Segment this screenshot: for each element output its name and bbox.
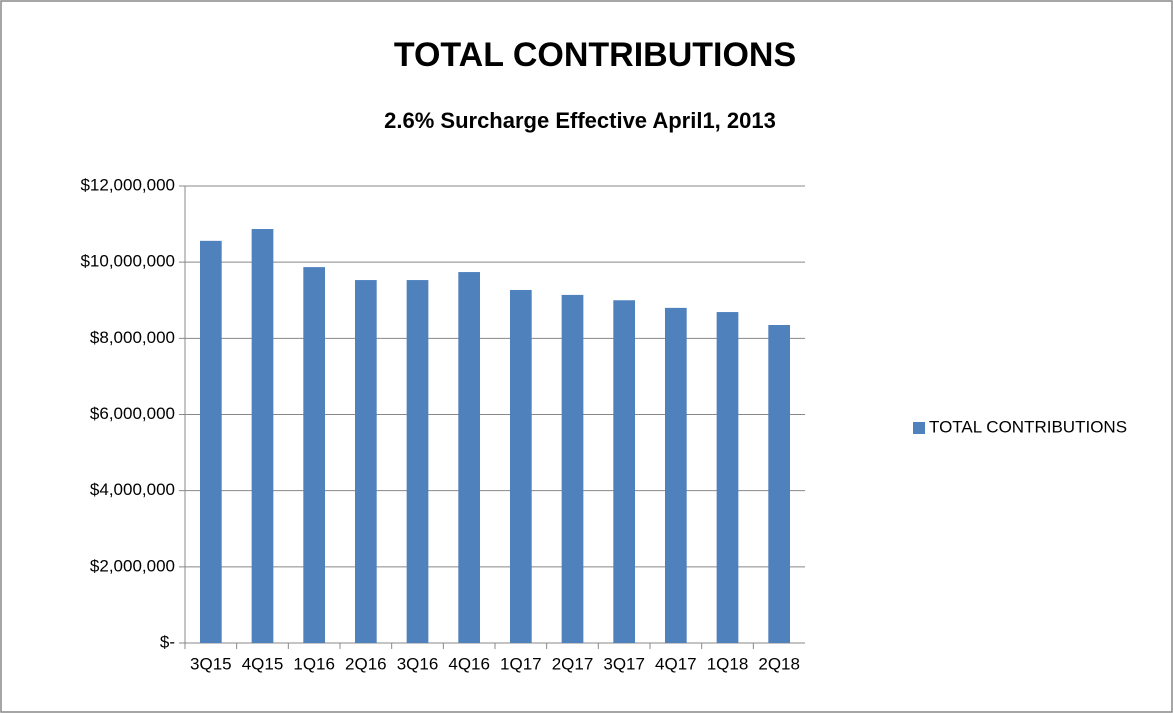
bar: [458, 272, 481, 643]
x-tick-label: 3Q15: [190, 654, 232, 673]
bar: [406, 280, 429, 643]
y-tick-label: $10,000,000: [80, 252, 175, 271]
x-tick-label: 4Q17: [655, 654, 697, 673]
x-tick-label: 2Q16: [345, 654, 387, 673]
x-tick-label: 2Q18: [758, 654, 800, 673]
x-tick-label: 4Q16: [448, 654, 490, 673]
bar: [251, 229, 274, 643]
y-tick-label: $12,000,000: [80, 175, 175, 194]
bar: [664, 307, 687, 643]
y-tick-label: $8,000,000: [90, 328, 175, 347]
x-tick-label: 3Q17: [603, 654, 645, 673]
bar: [509, 289, 532, 643]
bar: [716, 312, 739, 643]
y-tick-label: $6,000,000: [90, 404, 175, 423]
legend-label: TOTAL CONTRIBUTIONS: [929, 417, 1127, 436]
bar: [613, 300, 636, 643]
bar: [561, 294, 584, 643]
legend-swatch: [913, 422, 925, 434]
x-tick-label: 4Q15: [242, 654, 284, 673]
y-tick-label: $4,000,000: [90, 480, 175, 499]
y-tick-label: $2,000,000: [90, 556, 175, 575]
chart-title: TOTAL CONTRIBUTIONS: [394, 36, 796, 74]
y-tick-label: $-: [160, 632, 175, 651]
x-tick-label: 1Q17: [500, 654, 542, 673]
x-tick-label: 1Q18: [707, 654, 749, 673]
x-tick-label: 1Q16: [293, 654, 335, 673]
x-tick-label: 3Q16: [397, 654, 439, 673]
bar: [199, 240, 222, 643]
bar: [768, 325, 791, 643]
chart-subtitle: 2.6% Surcharge Effective April1, 2013: [384, 108, 776, 133]
x-tick-label: 2Q17: [552, 654, 594, 673]
bar: [303, 267, 326, 643]
bar: [354, 280, 377, 643]
